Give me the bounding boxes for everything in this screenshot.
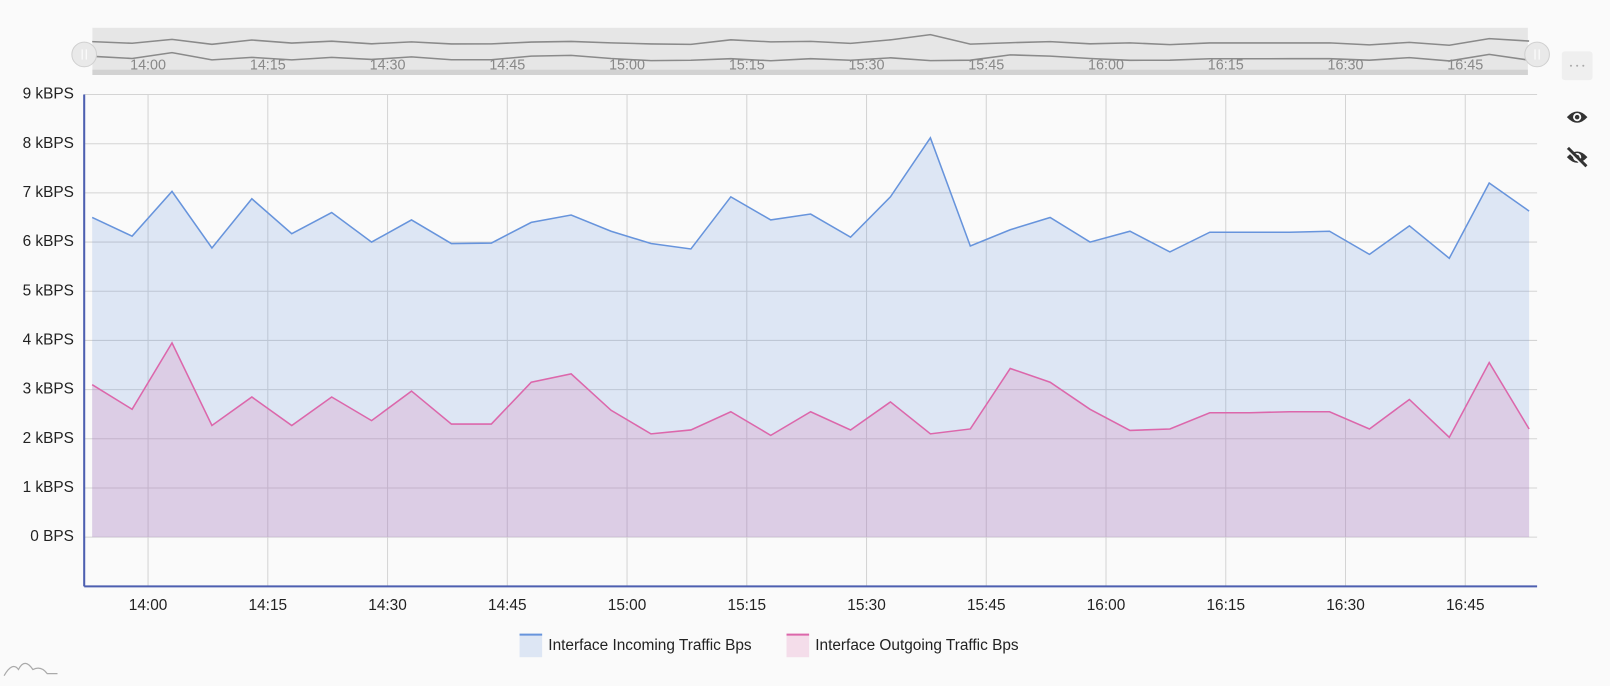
y-tick-label: 5 kBPS <box>23 282 74 299</box>
scrollbar-tick-label: 16:15 <box>1208 58 1244 74</box>
x-tick-label: 15:15 <box>728 597 767 614</box>
scrollbar-grip[interactable] <box>1524 41 1550 68</box>
plot-area: 0 BPS 1 kBPS 2 kBPS 3 kBPS 4 kBPS 5 kBPS 6 kBP… <box>23 86 1538 614</box>
x-tick-label: 15:45 <box>967 597 1006 614</box>
legend-item[interactable]: Interface Incoming Traffic Bps <box>519 633 752 658</box>
y-tick-label: 3 kBPS <box>23 381 74 398</box>
scrollbar-tick-label: 14:00 <box>130 58 166 74</box>
scrollbar-tick-label: 15:45 <box>968 58 1004 74</box>
scrollbar-tick-label: 15:30 <box>849 58 885 74</box>
legend-item[interactable]: Interface Outgoing Traffic Bps <box>786 633 1019 658</box>
scrollbar-track <box>92 27 1528 76</box>
scrollbar-tick-label: 15:00 <box>609 58 645 74</box>
series-line <box>91 341 1530 439</box>
y-tick-label: 4 kBPS <box>23 331 74 348</box>
scrollbar-lower <box>92 69 1528 76</box>
scrollbar-tick-label: 16:30 <box>1328 58 1364 74</box>
legend-label: Interface Outgoing Traffic Bps <box>815 637 1019 654</box>
y-tick-label: 7 kBPS <box>23 184 74 201</box>
scrollbar-line <box>92 33 1530 46</box>
x-tick-label: 16:00 <box>1087 597 1126 614</box>
legend-swatch <box>786 633 810 658</box>
area-fill <box>92 137 1530 538</box>
menu-dot <box>1582 64 1585 67</box>
y-tick-label: 2 kBPS <box>23 430 74 447</box>
y-tick-label: 9 kBPS <box>23 86 74 103</box>
x-tick-label: 16:15 <box>1207 597 1246 614</box>
x-tick-label: 15:30 <box>847 597 886 614</box>
scrollbar-line <box>92 51 1530 62</box>
scrollbar-tick-label: 16:00 <box>1088 58 1124 74</box>
scrollbar-tick-label: 16:45 <box>1447 58 1483 74</box>
menu-dot <box>1576 64 1579 67</box>
scrollbar-tick-label: 14:45 <box>489 58 525 74</box>
area-fill <box>92 342 1530 538</box>
x-tick-label: 14:15 <box>249 597 288 614</box>
x-tick-label: 16:30 <box>1326 597 1365 614</box>
scrollbar-tick-label: 15:15 <box>729 58 765 74</box>
x-tick-label: 14:45 <box>488 597 527 614</box>
x-tick-label: 14:30 <box>368 597 407 614</box>
x-tick-label: 14:00 <box>129 597 168 614</box>
scrollbar-tick-label: 14:30 <box>370 58 406 74</box>
x-tick-label: 15:00 <box>608 597 647 614</box>
legend-label: Interface Incoming Traffic Bps <box>548 637 752 654</box>
logo <box>3 662 58 676</box>
legend-swatch <box>519 633 543 658</box>
y-tick-label: 1 kBPS <box>23 479 74 496</box>
menu-dot <box>1569 64 1573 67</box>
y-tick-label: 0 BPS <box>30 528 74 545</box>
y-tick-label: 8 kBPS <box>23 135 74 152</box>
x-tick-label: 16:45 <box>1446 597 1485 614</box>
scrollbar-tick-label: 14:15 <box>250 58 286 74</box>
hide-all-icon[interactable] <box>1566 146 1588 169</box>
y-tick-label: 6 kBPS <box>23 233 74 250</box>
scrollbar[interactable]: 14:00 14:15 14:30 14:45 15:00 15:15 15:30 15:45… <box>71 27 1550 76</box>
show-all-icon[interactable] <box>1566 111 1588 123</box>
series-line <box>91 136 1530 260</box>
scrollbar-grip[interactable] <box>71 41 98 68</box>
